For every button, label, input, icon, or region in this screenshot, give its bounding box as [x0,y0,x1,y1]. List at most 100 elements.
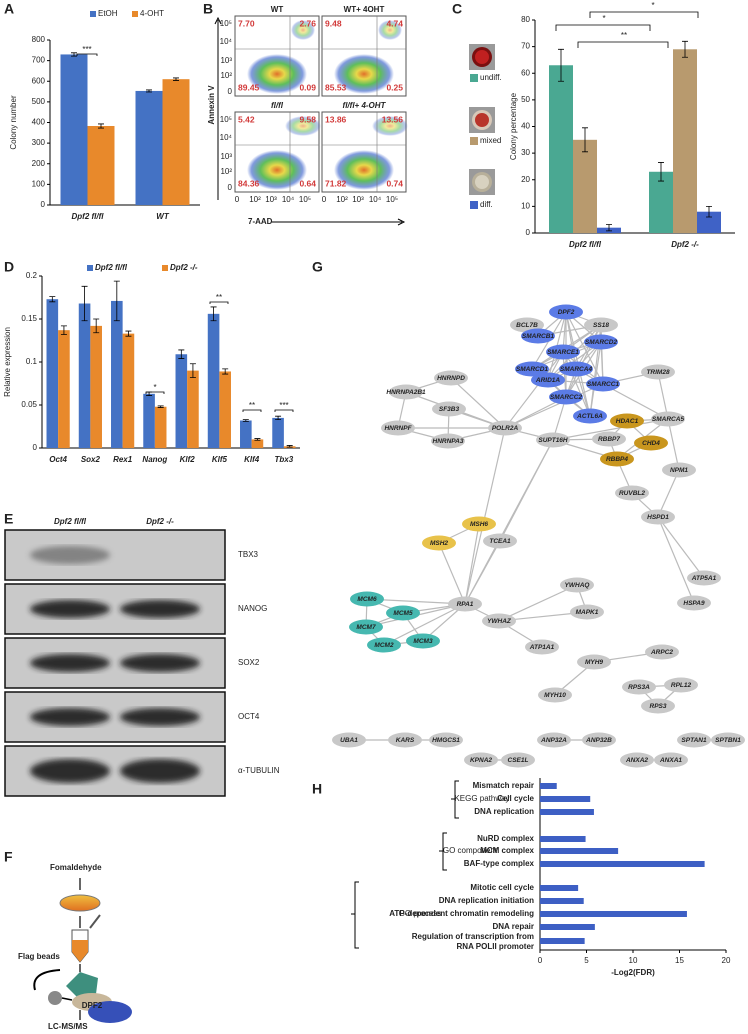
node-label: ARID1A [535,377,561,384]
quadrant-value: 89.45 [238,82,260,92]
node-label: ANXA2 [625,757,648,764]
significance: *** [279,401,288,410]
category-label: Cell cycle [497,794,534,803]
node-label: MSH2 [430,540,448,547]
node-label: SMARCA5 [652,416,685,423]
band [30,546,110,564]
node [350,591,384,607]
y-axis-label: Colony number [9,95,18,150]
node-label: HNRNPF [384,425,412,432]
error-bar [286,445,293,448]
node-label: SMARCE1 [547,349,579,356]
node [620,752,654,768]
x-tick-label: 10² [249,195,261,204]
y-tick-label: 0.15 [21,314,37,323]
y-tick-label: 10⁵ [220,115,232,124]
node-label: TCEA1 [489,538,511,545]
node [521,328,555,344]
node [641,364,675,380]
legend-swatch [132,11,138,17]
node [332,732,366,748]
x-tick-label: 10³ [265,195,277,204]
node-label: RBBP4 [606,456,628,463]
node [560,577,594,593]
error-bar [146,89,152,93]
panel-label: F [4,849,13,865]
axis-arrow [272,218,406,226]
node [389,384,423,400]
event-cloud [247,150,307,190]
x-tick-label: Oct4 [49,455,67,464]
x-tick-label: 10⁵ [299,195,311,204]
significance: *** [82,45,91,54]
node [462,516,496,532]
x-axis-label: -Log2(FDR) [611,968,655,977]
quadrant-value: 9.58 [299,114,316,124]
y-tick-label: 40 [521,122,530,131]
panel-label: A [4,1,14,17]
node [586,376,620,392]
category-label: DNA repair [493,922,535,931]
node-label: ATP1A1 [529,644,555,651]
node-label: SMARCD1 [516,366,549,373]
y-tick-label: 0 [33,443,38,452]
node [537,732,571,748]
y-tick-label: 10² [220,71,232,80]
x-tick-label: Rex1 [113,455,133,464]
significance: ** [249,401,255,410]
bar [162,79,190,205]
edge [498,584,578,622]
bar [540,809,594,815]
node-label: SUPT16H [538,437,568,444]
node-label: HNRNPA3 [433,438,464,445]
y-axis-label: Colony percentage [509,92,518,160]
y-tick-label: 0.2 [26,271,38,280]
x-tick-label: 10⁵ [386,195,398,204]
event-cloud [247,54,307,94]
panel-label: H [312,781,322,797]
quadrant-value: 5.42 [238,114,255,124]
category-label: NuRD complex [477,834,534,843]
legend-swatch [470,201,478,209]
node-label: SMARCB1 [522,333,555,340]
significance: ** [621,31,627,40]
node [641,698,675,714]
event-cloud [285,116,321,136]
edge [657,469,680,518]
edge [657,516,695,604]
node [482,613,516,629]
node [386,605,420,621]
plot-title: fl/fl+ 4-OHT [343,101,387,110]
bar [272,417,284,448]
y-tick-label: 10³ [220,152,232,161]
error-bar [658,162,664,182]
bar [573,139,597,233]
quadrant-value: 7.70 [238,18,255,28]
quadrant-value: 0.09 [299,82,316,92]
error-bar [242,419,249,422]
x-tick-label: Dpf2 fl/fl [72,212,105,221]
band [120,708,200,726]
error-bar [706,205,712,218]
legend-label: 4-OHT [140,9,164,18]
node-label: MYH10 [544,692,566,699]
node-label: MCM2 [374,642,394,649]
error-bar [81,285,88,322]
protein-label: SOX2 [238,658,260,667]
bar [540,911,687,917]
bar [122,333,135,448]
error-bar [606,224,612,232]
error-bar [125,330,132,337]
node-label: HSPA9 [683,600,705,607]
bar [697,211,721,233]
node [645,644,679,660]
node [654,752,688,768]
node-label: DPF2 [558,309,575,316]
legend-label: mixed [480,136,501,145]
step-label: Flag beads [18,952,60,961]
step-label: DPF2 [82,1001,103,1010]
node-label: SPTAN1 [681,737,707,744]
legend-swatch [90,11,96,17]
node [622,679,656,695]
y-tick-label: 700 [32,56,46,65]
